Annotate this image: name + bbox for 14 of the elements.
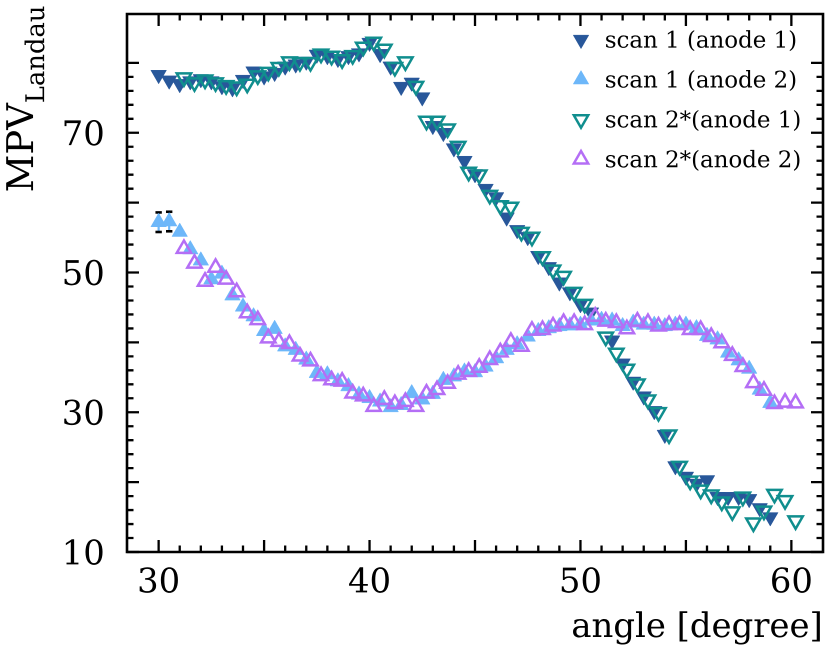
x-tick-label: 60: [772, 567, 811, 593]
x-tick-label: 30: [140, 567, 178, 593]
legend-label: scan 1 (anode 1): [606, 30, 796, 52]
x-tick-label: 50: [562, 567, 600, 593]
legend-label: scan 2*(anode 1): [606, 110, 800, 131]
y-axis-title: MPV$_{Landau}$: [6, 6, 44, 191]
y-tick-label: 10: [66, 539, 103, 565]
y-tick-label: 50: [64, 260, 103, 286]
y-tick-label: 70: [64, 120, 103, 146]
legend-label: scan 2*(anode 2): [606, 150, 800, 171]
y-tick-label: 30: [64, 399, 103, 426]
legend-label: scan 1 (anode 2): [606, 70, 796, 92]
x-tick-label: 40: [349, 567, 389, 593]
x-axis-title: angle [degree]: [573, 611, 820, 645]
